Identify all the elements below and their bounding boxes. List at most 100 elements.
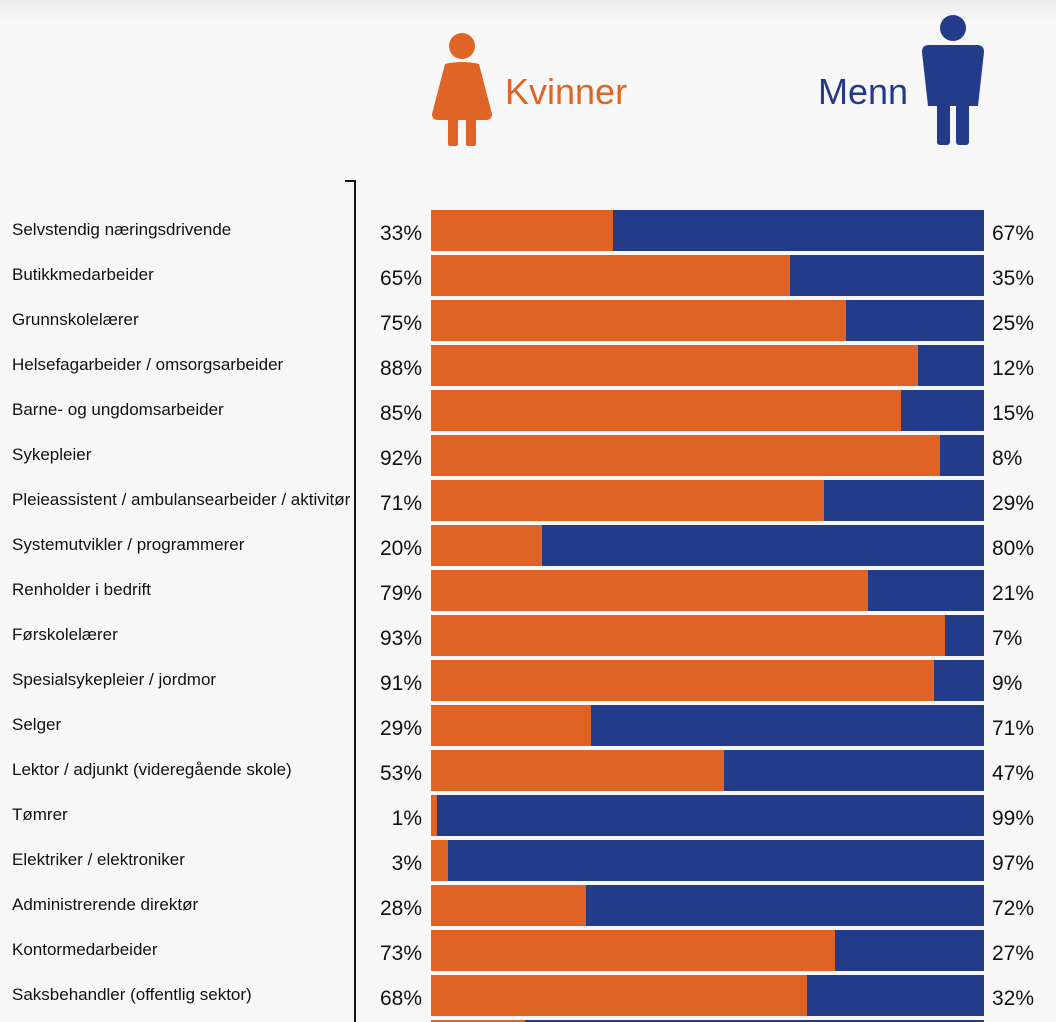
men-bar-segment bbox=[447, 840, 984, 881]
stacked-bar bbox=[431, 525, 984, 566]
women-bar-segment bbox=[431, 930, 835, 971]
category-label: Tømrer bbox=[12, 805, 68, 824]
category-axis-line bbox=[354, 180, 356, 1022]
bar-row: Butikkmedarbeider 65% 35% bbox=[0, 255, 1056, 300]
stacked-bar bbox=[431, 705, 984, 746]
stacked-bar bbox=[431, 615, 984, 656]
women-bar-segment bbox=[431, 300, 846, 341]
women-pct-label: 20% bbox=[379, 537, 422, 560]
women-bar-segment bbox=[431, 390, 902, 431]
women-bar-segment bbox=[431, 660, 935, 701]
stacked-bar bbox=[431, 480, 984, 521]
men-pct-label: 29% bbox=[992, 492, 1035, 515]
men-pct-label: 25% bbox=[992, 312, 1035, 335]
stacked-bar bbox=[431, 975, 984, 1016]
legend-women-label: Kvinner bbox=[505, 71, 628, 112]
stacked-bar bbox=[431, 300, 984, 341]
men-pct-label: 35% bbox=[992, 267, 1035, 290]
category-label: Saksbehandler (offentlig sektor) bbox=[12, 985, 252, 1004]
stacked-bar bbox=[431, 930, 984, 971]
women-bar-segment bbox=[431, 255, 791, 296]
stacked-bar bbox=[431, 210, 984, 251]
category-label: Helsefagarbeider / omsorgsarbeider bbox=[12, 355, 284, 374]
men-pct-label: 9% bbox=[992, 672, 1023, 695]
category-label: Grunnskolelærer bbox=[12, 310, 139, 329]
women-pct-label: 85% bbox=[379, 402, 422, 425]
men-pct-label: 71% bbox=[992, 717, 1035, 740]
axis-tick bbox=[345, 180, 356, 182]
men-bar-segment bbox=[790, 255, 984, 296]
women-bar-segment bbox=[431, 975, 808, 1016]
women-bar-segment bbox=[431, 570, 868, 611]
men-pct-label: 21% bbox=[992, 582, 1035, 605]
men-pct-label: 99% bbox=[992, 807, 1035, 830]
women-pct-label: 91% bbox=[379, 672, 422, 695]
women-pct-label: 65% bbox=[379, 267, 422, 290]
women-bar-segment bbox=[431, 750, 725, 791]
women-pct-label: 1% bbox=[391, 807, 422, 830]
men-bar-segment bbox=[613, 210, 984, 251]
women-pct-label: 73% bbox=[379, 942, 422, 965]
men-bar-segment bbox=[867, 570, 984, 611]
men-bar-segment bbox=[917, 345, 984, 386]
category-label: Barne- og ungdomsarbeider bbox=[12, 400, 224, 419]
category-label: Elektriker / elektroniker bbox=[12, 850, 185, 869]
category-label: Lektor / adjunkt (videregående skole) bbox=[12, 760, 292, 779]
category-label: Systemutvikler / programmerer bbox=[12, 535, 245, 554]
bar-row: Saksbehandler (offentlig sektor) 68% 32% bbox=[0, 975, 1056, 1020]
men-pct-label: 7% bbox=[992, 627, 1023, 650]
women-pct-label: 68% bbox=[379, 987, 422, 1010]
women-bar-segment bbox=[431, 795, 437, 836]
category-label: Pleieassistent / ambulansearbeider / akt… bbox=[12, 490, 351, 509]
bar-row: Grunnskolelærer 75% 25% bbox=[0, 300, 1056, 345]
men-bar-segment bbox=[807, 975, 984, 1016]
men-bar-segment bbox=[939, 435, 984, 476]
woman-icon bbox=[432, 33, 492, 146]
women-pct-label: 88% bbox=[379, 357, 422, 380]
women-pct-label: 29% bbox=[379, 717, 422, 740]
bar-row: Administrerende direktør 28% 72% bbox=[0, 885, 1056, 930]
women-pct-label: 79% bbox=[379, 582, 422, 605]
men-bar-segment bbox=[525, 1020, 984, 1022]
bar-row: Pleieassistent / ambulansearbeider / akt… bbox=[0, 480, 1056, 525]
women-bar-segment bbox=[431, 480, 824, 521]
category-label: Førskolelærer bbox=[12, 625, 118, 644]
bar-row: Barne- og ungdomsarbeider 85% 15% bbox=[0, 390, 1056, 435]
bar-row: Elektriker / elektroniker 3% 97% bbox=[0, 840, 1056, 885]
stacked-bar bbox=[431, 570, 984, 611]
men-bar-segment bbox=[834, 930, 984, 971]
stacked-bar bbox=[431, 840, 984, 881]
category-label: Selvstendig næringsdrivende bbox=[12, 220, 232, 239]
men-bar-segment bbox=[901, 390, 984, 431]
category-label: Spesialsykepleier / jordmor bbox=[12, 670, 217, 689]
women-bar-segment bbox=[431, 435, 940, 476]
men-bar-segment bbox=[436, 795, 984, 836]
men-pct-label: 67% bbox=[992, 222, 1035, 245]
stacked-bar bbox=[431, 345, 984, 386]
category-label: Kontormedarbeider bbox=[12, 940, 158, 959]
bar-row: Renholder i bedrift 79% 21% bbox=[0, 570, 1056, 615]
men-pct-label: 72% bbox=[992, 897, 1035, 920]
category-label: Sykepleier bbox=[12, 445, 92, 464]
men-bar-segment bbox=[724, 750, 984, 791]
men-bar-segment bbox=[541, 525, 984, 566]
men-pct-label: 97% bbox=[992, 852, 1035, 875]
stacked-bar bbox=[431, 390, 984, 431]
women-pct-label: 53% bbox=[379, 762, 422, 785]
women-bar-segment bbox=[431, 1020, 525, 1022]
stacked-bar bbox=[431, 255, 984, 296]
men-pct-label: 32% bbox=[992, 987, 1035, 1010]
men-pct-label: 8% bbox=[992, 447, 1023, 470]
men-bar-segment bbox=[945, 615, 984, 656]
women-bar-segment bbox=[431, 210, 614, 251]
stacked-bar bbox=[431, 1020, 984, 1022]
legend-men-label: Menn bbox=[818, 71, 909, 112]
women-pct-label: 75% bbox=[379, 312, 422, 335]
bar-row: Førskolelærer 93% 7% bbox=[0, 615, 1056, 660]
bar-row: Tømrer 1% 99% bbox=[0, 795, 1056, 840]
women-pct-label: 93% bbox=[379, 627, 422, 650]
bar-row: Lektor / adjunkt (videregående skole) 53%… bbox=[0, 750, 1056, 795]
women-pct-label: 3% bbox=[391, 852, 422, 875]
men-bar-segment bbox=[934, 660, 984, 701]
